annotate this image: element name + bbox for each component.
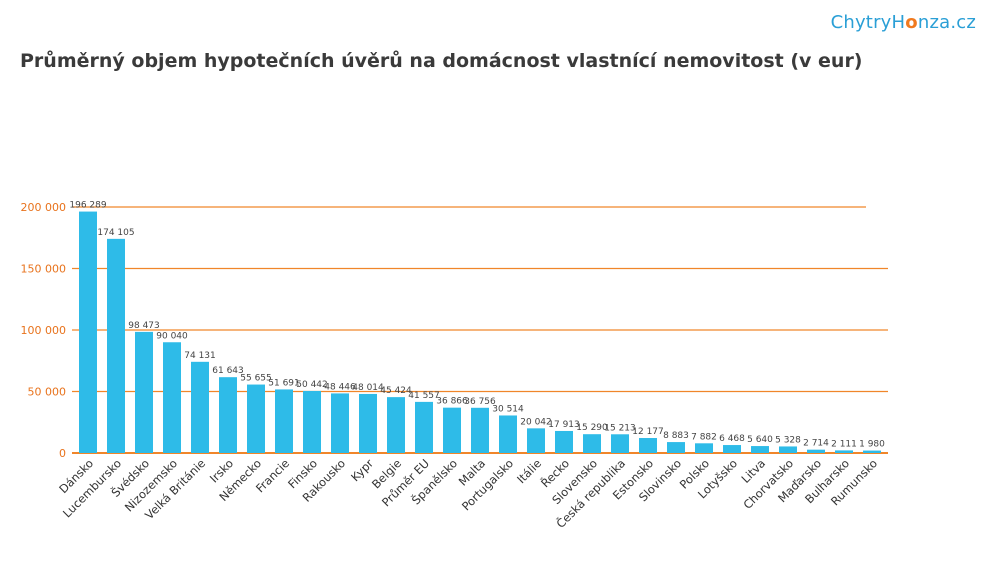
bar-value-label: 174 105: [97, 228, 134, 238]
brand-logo: ChytryHonza.cz: [831, 12, 976, 33]
bar: [695, 443, 713, 453]
bar-value-label: 55 655: [240, 374, 272, 384]
bar: [835, 450, 853, 453]
bar-layer: [79, 211, 881, 453]
bar-value-label: 5 640: [747, 435, 773, 445]
bar: [499, 415, 517, 453]
bar: [387, 397, 405, 453]
bar: [107, 238, 125, 453]
brand-text-part3: nza.cz: [917, 12, 976, 33]
bar-value-label: 2 111: [831, 439, 857, 449]
bar: [247, 384, 265, 453]
bar-value-label: 41 557: [408, 391, 440, 401]
grid-layer: 0 50 000 100 000 150 000 200 000: [21, 201, 888, 460]
bar: [415, 401, 433, 453]
bar: [807, 449, 825, 453]
bar: [723, 445, 741, 453]
bar: [331, 393, 349, 453]
category-label-layer: DánskoLucemburskoŠvédskoNizozemskoVelká …: [56, 456, 880, 531]
y-tick-label: 200 000: [21, 201, 67, 214]
bar-value-label: 15 290: [576, 423, 608, 433]
bar-value-label: 51 691: [268, 378, 300, 388]
bar-value-label: 90 040: [156, 331, 188, 341]
bar: [79, 211, 97, 453]
bar: [751, 446, 769, 453]
bar-value-label: 5 328: [775, 435, 801, 445]
bar: [275, 389, 293, 453]
bar-value-label: 8 883: [663, 431, 689, 441]
bar-value-label: 1 980: [859, 440, 885, 450]
bar: [163, 342, 181, 453]
bar-value-label: 98 473: [128, 321, 160, 331]
bar: [611, 434, 629, 453]
bar-value-label: 196 289: [69, 201, 106, 211]
bar-value-label: 48 446: [324, 382, 356, 392]
bar: [191, 361, 209, 453]
y-tick-label: 150 000: [21, 263, 67, 276]
bar: [527, 428, 545, 453]
bar-value-label: 48 014: [352, 383, 384, 393]
brand-text-part1: ChytryH: [830, 12, 906, 33]
bar: [219, 377, 237, 453]
brand-text-part2: o: [905, 12, 918, 33]
bar: [639, 438, 657, 453]
bar-value-label: 74 131: [184, 351, 216, 361]
bar-value-label: 17 913: [548, 420, 580, 430]
bar: [135, 331, 153, 453]
bar: [779, 446, 797, 453]
chart-title: Průměrný objem hypotečních úvěrů na domá…: [20, 50, 863, 72]
bar: [863, 450, 881, 453]
bar: [303, 390, 321, 453]
bar: [583, 434, 601, 453]
y-tick-label: 100 000: [21, 324, 67, 337]
bar: [443, 407, 461, 453]
bar-value-label: 6 468: [719, 434, 745, 444]
bar: [471, 407, 489, 453]
bar-value-label: 61 643: [212, 366, 244, 376]
bar-value-label: 15 213: [604, 423, 636, 433]
bar-value-label: 20 042: [520, 417, 552, 427]
bar-value-label: 45 424: [380, 386, 412, 396]
bar-value-label: 12 177: [632, 427, 664, 437]
bar-value-label: 36 756: [464, 397, 496, 407]
bar-value-label: 7 882: [691, 432, 717, 442]
bar-value-label: 30 514: [492, 404, 524, 414]
y-tick-label: 0: [59, 447, 66, 460]
bar-value-label: 50 442: [296, 380, 328, 390]
bar: [359, 393, 377, 453]
bar: [555, 430, 573, 453]
y-tick-label: 50 000: [28, 386, 67, 399]
bar: [667, 442, 685, 453]
bar-value-label: 36 866: [436, 397, 468, 407]
bar-value-label: 2 714: [803, 439, 829, 449]
